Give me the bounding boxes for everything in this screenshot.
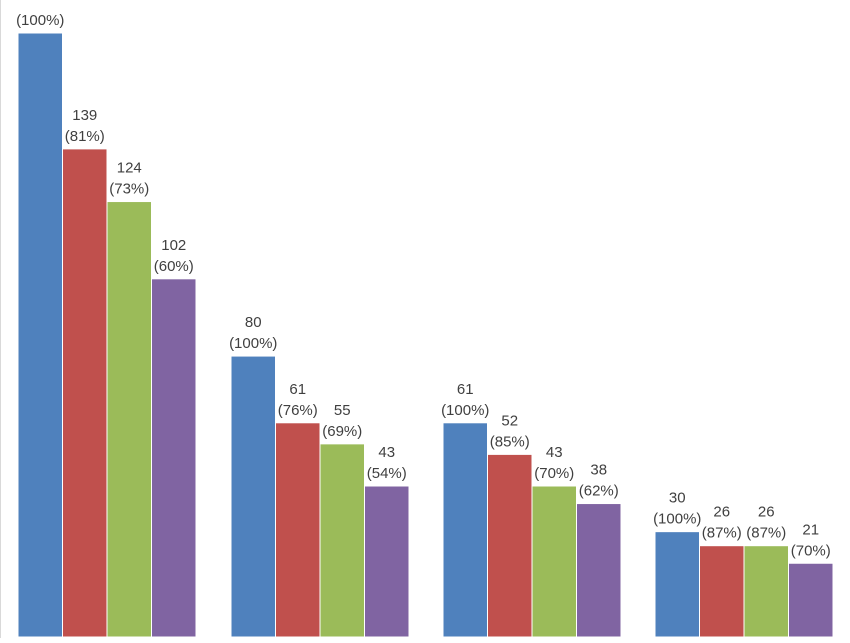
bar-s1-g4 <box>654 531 700 638</box>
data-label-s3-g2-line2: (69%) <box>322 423 362 440</box>
bar-s3-g1 <box>106 201 152 638</box>
data-label-s4-g1-line1: 102 <box>161 237 186 254</box>
data-label-s2-g2-line1: 61 <box>289 381 306 398</box>
data-label-s3-g1-line1: 124 <box>117 160 142 177</box>
data-label-s4-g2-line1: 43 <box>378 444 395 461</box>
data-label-s2-g2-line2: (76%) <box>278 402 318 419</box>
bar-s2-g4 <box>699 545 745 638</box>
data-label-s3-g1-line2: (73%) <box>109 181 149 198</box>
data-label-s3-g3-line1: 43 <box>546 444 563 461</box>
bar-s1-g2 <box>230 355 276 638</box>
data-label-s1-g2-line1: 80 <box>245 314 262 331</box>
data-label-s4-g4-line2: (70%) <box>791 542 831 559</box>
data-label-s1-g2-line2: (100%) <box>229 335 277 352</box>
data-label-s1-g4-line1: 30 <box>669 490 686 507</box>
bar-s3-g4 <box>743 545 789 638</box>
bar-s4-g2 <box>364 485 410 638</box>
data-label-s4-g3-line2: (62%) <box>579 483 619 500</box>
data-label-s1-g3-line1: 61 <box>457 381 474 398</box>
data-label-s4-g2-line2: (54%) <box>367 465 407 482</box>
data-label-s2-g4-line2: (87%) <box>702 525 742 542</box>
bar-s1-g1 <box>17 32 63 638</box>
data-label-s1-g4-line2: (100%) <box>653 511 701 528</box>
data-label-s2-g3-line2: (85%) <box>490 433 530 450</box>
data-label-s2-g4-line1: 26 <box>713 504 730 521</box>
data-label-s4-g3-line1: 38 <box>590 462 607 479</box>
bar-s4-g1 <box>151 278 197 638</box>
data-label-s2-g3-line1: 52 <box>501 412 518 429</box>
data-label-s1-g1-line1: (100%) <box>16 12 64 29</box>
bar-s3-g2 <box>319 443 365 638</box>
bar-s3-g3 <box>531 485 577 638</box>
data-label-s3-g3-line2: (70%) <box>534 465 574 482</box>
data-label-s4-g4-line1: 21 <box>802 521 819 538</box>
data-label-s3-g2-line1: 55 <box>334 402 351 419</box>
data-label-s3-g4-line2: (87%) <box>746 525 786 542</box>
data-label-s2-g1-line1: 139 <box>72 107 97 124</box>
data-label-s1-g3-line2: (100%) <box>441 402 489 419</box>
bar-s2-g3 <box>487 453 533 638</box>
bar-s2-g1 <box>62 148 108 638</box>
data-label-s2-g1-line2: (81%) <box>65 128 105 145</box>
bar-s4-g4 <box>788 562 834 638</box>
data-label-s4-g1-line2: (60%) <box>154 258 194 275</box>
bar-s1-g3 <box>442 422 488 638</box>
data-label-s3-g4-line1: 26 <box>758 504 775 521</box>
bar-s2-g2 <box>275 422 321 638</box>
bar-s4-g3 <box>576 503 622 638</box>
